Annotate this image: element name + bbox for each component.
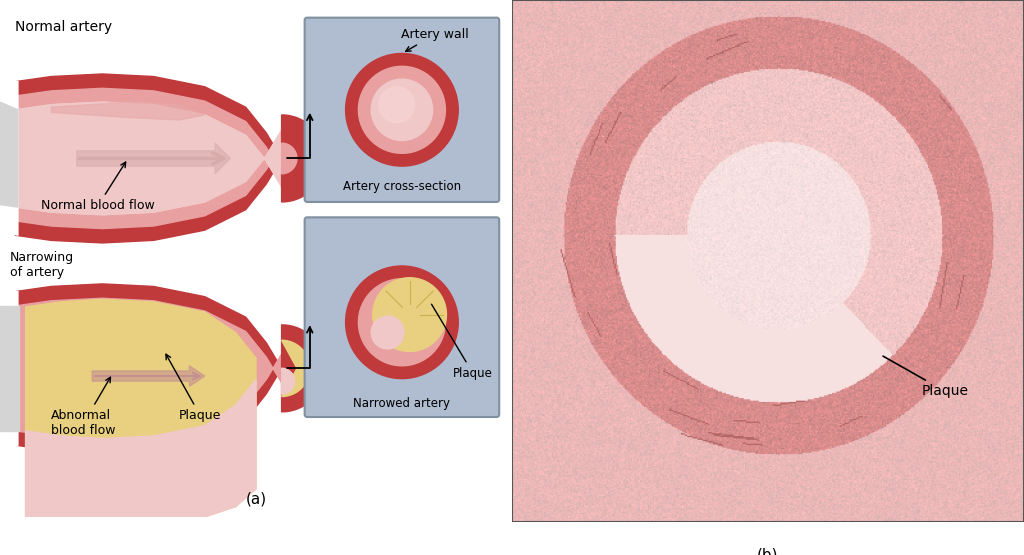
Text: (a): (a) — [246, 492, 266, 507]
Polygon shape — [26, 380, 256, 524]
Polygon shape — [77, 143, 230, 174]
Polygon shape — [15, 298, 282, 438]
Text: Plaque: Plaque — [431, 304, 493, 380]
Polygon shape — [0, 77, 17, 235]
Polygon shape — [282, 115, 325, 202]
Polygon shape — [15, 102, 282, 215]
Circle shape — [358, 66, 445, 153]
Polygon shape — [0, 102, 17, 207]
Polygon shape — [15, 284, 282, 453]
Polygon shape — [26, 299, 256, 524]
Text: (b): (b) — [758, 548, 778, 555]
Polygon shape — [15, 88, 282, 229]
Text: Artery cross-section: Artery cross-section — [343, 180, 461, 193]
Circle shape — [345, 53, 459, 166]
Text: Narrowing
of artery: Narrowing of artery — [10, 251, 75, 279]
Text: Normal blood flow: Normal blood flow — [41, 162, 155, 213]
Polygon shape — [282, 325, 325, 412]
Circle shape — [358, 279, 445, 366]
Polygon shape — [282, 369, 294, 394]
Circle shape — [345, 266, 459, 379]
Polygon shape — [282, 369, 294, 394]
Text: Abnormal
blood flow: Abnormal blood flow — [51, 377, 116, 437]
Text: Narrowed artery: Narrowed artery — [353, 397, 451, 410]
Polygon shape — [282, 340, 309, 396]
Circle shape — [379, 87, 415, 123]
Polygon shape — [373, 278, 446, 351]
Text: Plaque: Plaque — [166, 354, 221, 422]
Text: Artery wall: Artery wall — [401, 28, 469, 51]
Polygon shape — [0, 306, 19, 431]
Circle shape — [371, 316, 404, 349]
Text: Plaque: Plaque — [883, 356, 969, 398]
Text: Normal artery: Normal artery — [15, 20, 113, 34]
FancyBboxPatch shape — [305, 18, 500, 202]
Polygon shape — [0, 286, 17, 450]
Polygon shape — [282, 143, 297, 174]
Polygon shape — [15, 102, 282, 215]
Polygon shape — [51, 102, 205, 120]
Polygon shape — [15, 74, 282, 243]
Circle shape — [372, 79, 432, 140]
Polygon shape — [92, 366, 205, 386]
FancyBboxPatch shape — [305, 218, 500, 417]
